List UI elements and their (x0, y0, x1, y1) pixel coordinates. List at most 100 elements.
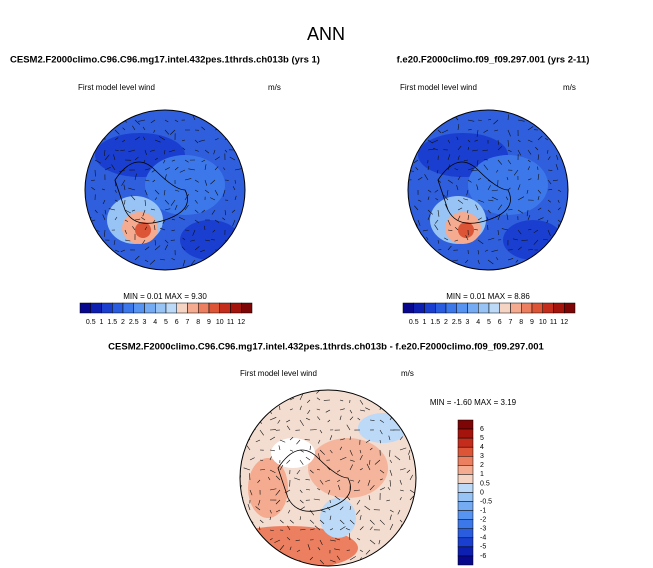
wind-vector (557, 189, 562, 192)
wind-vector (269, 538, 273, 541)
wind-vector (102, 199, 106, 205)
colorbar-label: 10 (216, 319, 224, 326)
wind-vector (497, 229, 499, 236)
wind-vector (114, 137, 119, 141)
colorbar-label: 11 (550, 319, 557, 326)
wind-vector (444, 110, 449, 112)
minmax: MIN = -1.60 MAX = 3.19 (430, 398, 517, 407)
wind-vector (234, 168, 242, 171)
wind-vector (144, 259, 149, 263)
wind-vector (537, 189, 542, 194)
wind-vector (240, 413, 241, 421)
colorbar-box (457, 465, 474, 475)
wind-vector (399, 447, 407, 451)
wind-vector (240, 407, 241, 411)
wind-vector (447, 154, 451, 161)
colorbar-box (553, 302, 565, 314)
wind-vector (454, 226, 459, 231)
wind-vector (405, 559, 411, 562)
wind-vector (317, 547, 321, 551)
wind-vector (467, 167, 474, 171)
wind-vector (159, 258, 166, 261)
wind-vector (454, 168, 459, 171)
wind-vector (507, 159, 512, 165)
coastline (437, 161, 511, 224)
colorbar-box (531, 302, 543, 314)
wind-vector (104, 259, 112, 264)
wind-vector (349, 556, 356, 561)
wind-vector (408, 455, 411, 461)
wind-vector (505, 196, 509, 201)
wind-vector (443, 194, 449, 201)
wind-vector (547, 169, 553, 171)
wind-vector (279, 390, 283, 397)
wind-vector (557, 249, 561, 253)
wind-vector (506, 176, 509, 181)
wind-vector (537, 110, 544, 111)
wind-vector (269, 509, 272, 514)
wind-vector (122, 127, 126, 131)
wind-vector (240, 390, 241, 391)
wind-vector (142, 239, 146, 245)
wind-vector (408, 134, 411, 141)
colorbar-label: 5 (480, 435, 484, 442)
wind-vector (555, 126, 559, 131)
wind-vector (234, 243, 239, 251)
wind-vector (408, 144, 412, 151)
colorbar-label: 3 (143, 319, 147, 326)
wind-vector (134, 156, 139, 161)
colorbar-label: 8 (196, 319, 200, 326)
wind-vector (365, 439, 371, 443)
panel-title: CESM2.F2000climo.C96.C96.mg17.intel.432p… (108, 342, 544, 353)
wind-vector (269, 449, 275, 452)
wind-vector (194, 189, 199, 193)
wind-vector (359, 515, 362, 521)
wind-vector (389, 459, 393, 464)
wind-vector (405, 396, 411, 401)
colorbar-box (90, 302, 102, 314)
wind-vector (85, 256, 86, 261)
wind-vector (417, 119, 423, 124)
wind-vector (101, 188, 106, 191)
wind-vector (463, 198, 469, 201)
colorbar-label: 10 (539, 319, 547, 326)
colorbar-box (413, 302, 425, 314)
wind-vector (497, 139, 500, 145)
wind-vector (170, 199, 176, 206)
wind-vector (426, 114, 429, 121)
wind-vector (154, 225, 156, 231)
wind-vector (124, 239, 131, 242)
wind-vector (345, 528, 351, 531)
wind-vector (424, 174, 429, 181)
wind-vector (144, 189, 148, 196)
wind-vector (110, 117, 116, 121)
wind-vector (194, 199, 198, 204)
wind-vector (164, 199, 170, 205)
wind-vector (379, 397, 386, 401)
wind-vector (477, 239, 484, 245)
colorbar-label: 6 (480, 426, 484, 433)
wind-vector (325, 479, 331, 482)
wind-vector (164, 110, 167, 111)
wind-vector (179, 169, 186, 173)
wind-vector (487, 199, 494, 202)
wind-vector (542, 256, 549, 261)
wind-vector (212, 229, 216, 233)
wind-vector (149, 259, 156, 265)
wind-vector (287, 525, 291, 531)
wind-vector (374, 459, 381, 465)
wind-vector (269, 390, 274, 392)
wind-vector (85, 139, 91, 144)
wind-vector (224, 149, 228, 153)
wind-vector (399, 549, 402, 556)
wind-vector (85, 119, 89, 123)
wind-vector (299, 419, 304, 427)
wind-vector (406, 409, 411, 414)
wind-vector (364, 559, 371, 563)
wind-vector (557, 148, 563, 151)
wind-vector (144, 179, 150, 182)
colorbar-box (457, 428, 474, 439)
wind-vector (414, 205, 419, 211)
colorbar-label: -6 (480, 553, 486, 560)
wind-vector (537, 119, 541, 124)
